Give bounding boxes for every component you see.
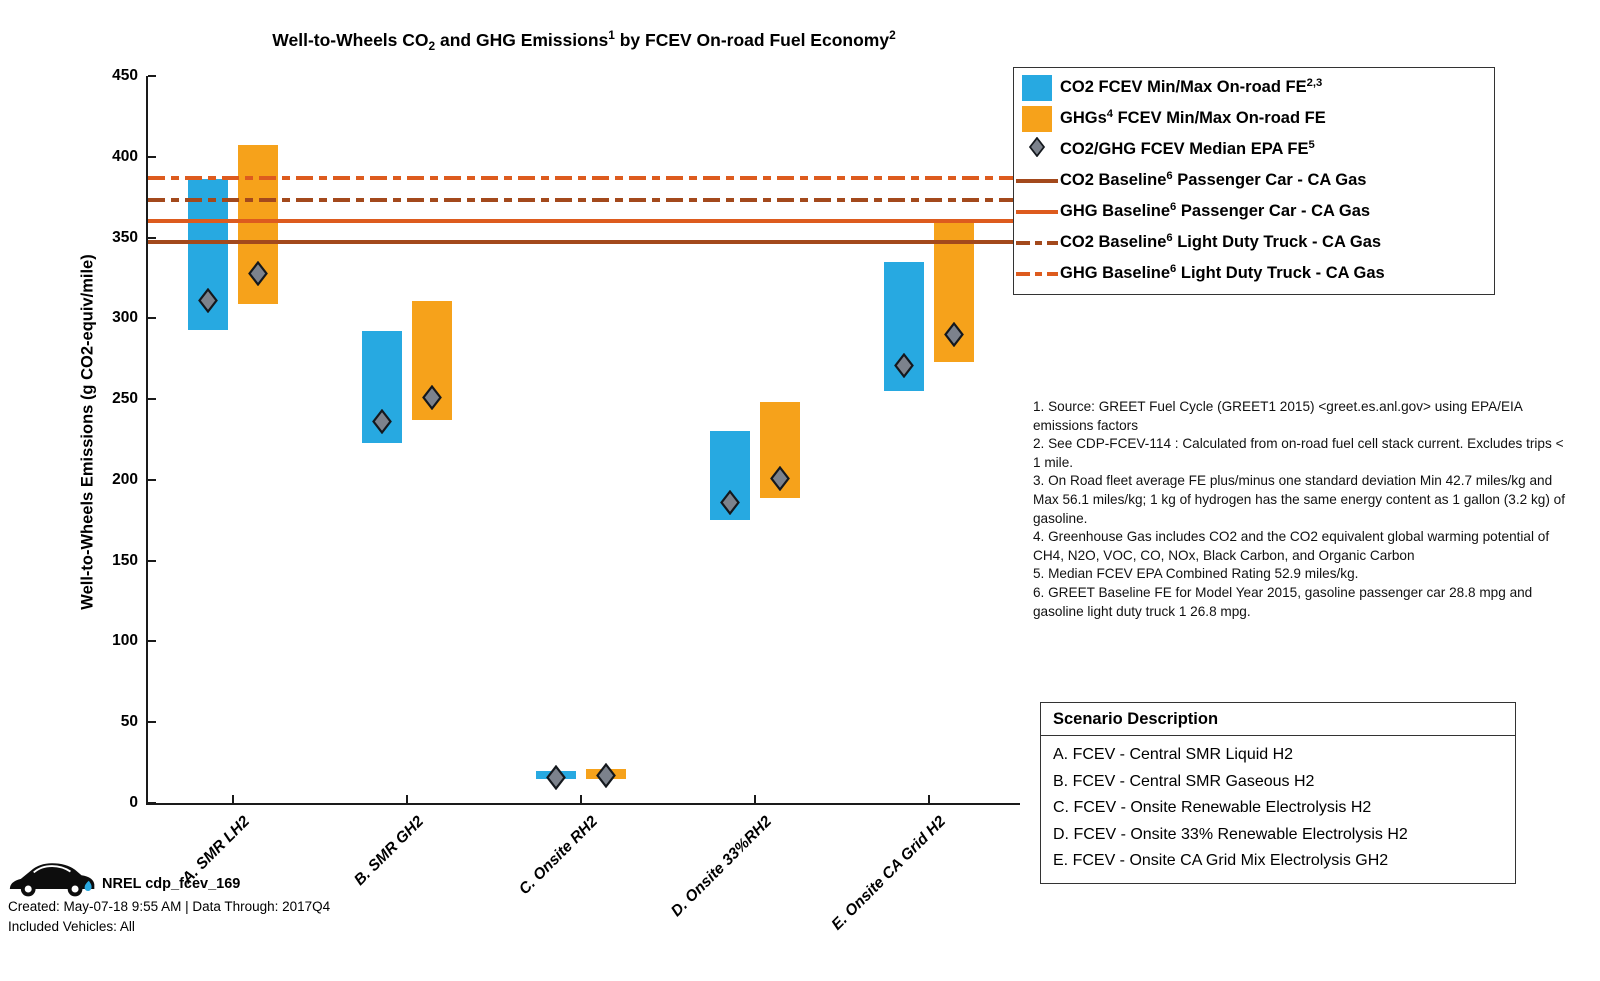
chart-title: Well-to-Wheels CO2 and GHG Emissions1 by… xyxy=(272,28,896,54)
y-tick-mark xyxy=(148,640,156,643)
y-tick-mark xyxy=(148,317,156,320)
legend-sample xyxy=(1014,271,1060,276)
median-epa-fe-marker xyxy=(422,384,442,415)
x-axis-line xyxy=(146,803,1020,805)
scenario-description-box: Scenario Description A. FCEV - Central S… xyxy=(1040,702,1516,884)
y-tick-mark xyxy=(148,559,156,562)
baseline-dashdot-line xyxy=(148,198,1020,203)
legend-dashdot-line-icon xyxy=(1016,271,1058,276)
legend-item-label: CO2 FCEV Min/Max On-road FE2,3 xyxy=(1060,76,1323,96)
legend-sample xyxy=(1014,178,1060,183)
legend-item: GHGs4 FCEV Min/Max On-road FE xyxy=(1014,103,1494,134)
y-tick-label: 0 xyxy=(129,794,138,811)
legend-color-swatch xyxy=(1022,74,1052,101)
legend-sample xyxy=(1014,209,1060,214)
footer-brand-label: NREL cdp_fcev_169 xyxy=(102,876,241,892)
median-epa-fe-marker xyxy=(596,762,616,793)
fcev-car-icon xyxy=(8,858,98,903)
y-tick-label: 350 xyxy=(112,228,138,246)
footnote-line: 3. On Road fleet average FE plus/minus o… xyxy=(1033,473,1565,526)
legend-item: CO2 Baseline6 Light Duty Truck - CA Gas xyxy=(1014,227,1494,258)
legend-dashdot-line-icon xyxy=(1016,240,1058,245)
footnote-line: 2. See CDP-FCEV-114 : Calculated from on… xyxy=(1033,436,1564,470)
scenario-list-item: B. FCEV - Central SMR Gaseous H2 xyxy=(1053,772,1315,790)
legend-item: GHG Baseline6 Light Duty Truck - CA Gas xyxy=(1014,258,1494,289)
x-tick-mark xyxy=(580,795,582,803)
median-epa-fe-marker xyxy=(894,352,914,383)
x-tick-label: E. Onsite CA Grid H2 xyxy=(828,813,950,934)
x-tick-mark xyxy=(754,795,756,803)
median-epa-fe-marker xyxy=(944,321,964,352)
median-epa-fe-marker xyxy=(720,489,740,520)
y-tick-label: 400 xyxy=(112,147,138,165)
y-tick-mark xyxy=(148,155,156,158)
legend-sample xyxy=(1014,105,1060,132)
legend-item-label: GHGs4 FCEV Min/Max On-road FE xyxy=(1060,107,1326,127)
legend-diamond-icon xyxy=(1028,136,1046,162)
baseline-dashdot-line xyxy=(148,175,1020,180)
scenario-list-item: D. FCEV - Onsite 33% Renewable Electroly… xyxy=(1053,825,1408,843)
y-tick-mark xyxy=(148,478,156,481)
y-tick-label: 250 xyxy=(112,390,138,408)
y-axis-line xyxy=(146,76,148,805)
legend-item: CO2 Baseline6 Passenger Car - CA Gas xyxy=(1014,165,1494,196)
scenario-description-list: A. FCEV - Central SMR Liquid H2 B. FCEV -… xyxy=(1041,736,1515,883)
legend-sample xyxy=(1014,240,1060,245)
legend-item-label: CO2 Baseline6 Passenger Car - CA Gas xyxy=(1060,169,1367,189)
legend-item-label: CO2 Baseline6 Light Duty Truck - CA Gas xyxy=(1060,231,1382,251)
legend-solid-line-icon xyxy=(1016,178,1058,183)
median-epa-fe-marker xyxy=(198,287,218,318)
hydrogen-droplet-icon xyxy=(84,880,92,892)
y-tick-label: 150 xyxy=(112,551,138,569)
y-tick-label: 300 xyxy=(112,309,138,327)
x-tick-mark xyxy=(928,795,930,803)
footnote-line: 6. GREET Baseline FE for Model Year 2015… xyxy=(1033,584,1533,619)
legend-color-swatch xyxy=(1022,105,1052,132)
median-epa-fe-marker xyxy=(546,764,566,795)
plot-area: 0 50 100 150 200 250 300 350 400 450 A. SMR LH2 B.… xyxy=(112,67,1020,934)
y-tick-mark xyxy=(148,236,156,239)
legend-item: CO2/GHG FCEV Median EPA FE5 xyxy=(1014,134,1494,165)
x-tick-label: D. Onsite 33%RH2 xyxy=(667,813,776,921)
legend-solid-line-icon xyxy=(1016,209,1058,214)
x-tick-mark xyxy=(232,795,234,803)
y-tick-label: 100 xyxy=(112,632,138,650)
y-tick-label: 200 xyxy=(112,470,138,488)
median-epa-fe-marker xyxy=(248,260,268,291)
y-tick-mark xyxy=(148,398,156,401)
x-tick-label: B. SMR GH2 xyxy=(351,813,428,889)
y-tick-label: 450 xyxy=(112,67,138,84)
median-epa-fe-marker xyxy=(372,408,392,439)
median-epa-fe-marker xyxy=(770,465,790,496)
scenario-list-item: C. FCEV - Onsite Renewable Electrolysis … xyxy=(1053,799,1372,816)
x-tick-label: A. SMR LH2 xyxy=(178,813,254,888)
legend-sample xyxy=(1014,136,1060,162)
baseline-solid-line xyxy=(148,219,1020,224)
chart-canvas: Well-to-Wheels CO2 and GHG Emissions1 by… xyxy=(8,28,1568,934)
x-tick-label: C. Onsite RH2 xyxy=(515,813,602,899)
scenario-list-item: E. FCEV - Onsite CA Grid Mix Electrolysi… xyxy=(1053,852,1389,869)
footnotes: 1. Source: GREET Fuel Cycle (GREET1 2015… xyxy=(1033,398,1568,621)
legend: CO2 FCEV Min/Max On-road FE2,3 GHGs4 FCEV… xyxy=(1013,67,1495,295)
y-tick-label: 50 xyxy=(120,713,138,731)
legend-item-label: CO2/GHG FCEV Median EPA FE5 xyxy=(1060,138,1315,158)
x-tick-mark xyxy=(406,795,408,803)
baseline-solid-line xyxy=(148,240,1020,245)
y-tick-mark xyxy=(148,802,156,804)
scenario-description-title: Scenario Description xyxy=(1041,703,1515,736)
scenario-list-item: A. FCEV - Central SMR Liquid H2 xyxy=(1053,746,1294,763)
footer-included-vehicles-label: Included Vehicles: All xyxy=(8,919,135,934)
footnote-line: 5. Median FCEV EPA Combined Rating 52.9 … xyxy=(1033,566,1359,582)
legend-item: GHG Baseline6 Passenger Car - CA Gas xyxy=(1014,196,1494,227)
legend-item: CO2 FCEV Min/Max On-road FE2,3 xyxy=(1014,72,1494,103)
footnote-line: 4. Greenhouse Gas includes CO2 and the C… xyxy=(1033,529,1550,563)
legend-item-label: GHG Baseline6 Light Duty Truck - CA Gas xyxy=(1060,262,1385,282)
y-tick-mark xyxy=(148,75,156,77)
footnote-line: 1. Source: GREET Fuel Cycle (GREET1 2015… xyxy=(1033,399,1523,433)
legend-sample xyxy=(1014,74,1060,101)
footer-created-label: Created: May-07-18 9:55 AM | Data Throug… xyxy=(8,899,331,914)
legend-item-label: GHG Baseline6 Passenger Car - CA Gas xyxy=(1060,200,1371,220)
y-tick-mark xyxy=(148,721,156,724)
